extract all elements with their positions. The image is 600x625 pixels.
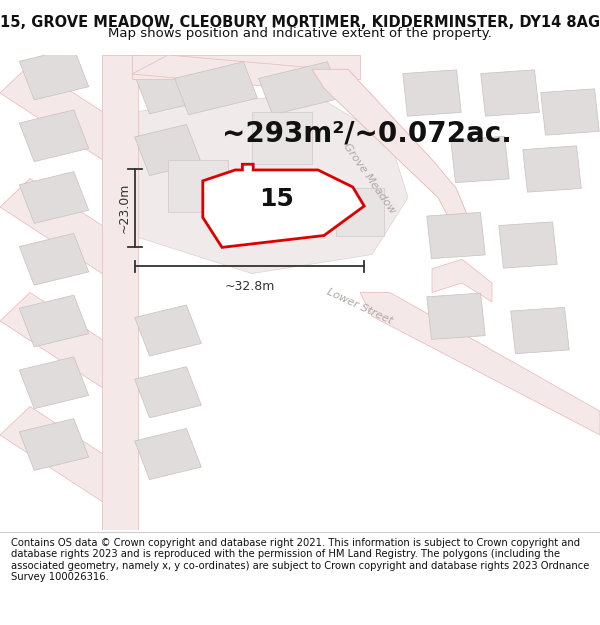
Polygon shape (134, 62, 202, 114)
Polygon shape (481, 70, 539, 116)
Polygon shape (523, 146, 581, 192)
Polygon shape (203, 164, 364, 248)
Polygon shape (19, 172, 89, 223)
Polygon shape (19, 48, 89, 100)
Polygon shape (0, 179, 132, 274)
Polygon shape (168, 159, 228, 212)
Polygon shape (132, 55, 360, 79)
Polygon shape (19, 110, 89, 162)
Polygon shape (336, 188, 384, 236)
Polygon shape (258, 179, 318, 236)
Polygon shape (175, 62, 257, 115)
Polygon shape (427, 213, 485, 259)
Polygon shape (360, 292, 600, 435)
Polygon shape (19, 295, 89, 347)
Polygon shape (312, 69, 480, 254)
Polygon shape (541, 89, 599, 135)
Polygon shape (102, 55, 138, 530)
Polygon shape (134, 367, 202, 418)
Text: Map shows position and indicative extent of the property.: Map shows position and indicative extent… (108, 27, 492, 39)
Text: Lower Street: Lower Street (326, 287, 394, 326)
Polygon shape (259, 62, 341, 115)
Polygon shape (252, 112, 312, 164)
Polygon shape (134, 124, 202, 176)
Polygon shape (451, 136, 509, 182)
Polygon shape (134, 428, 202, 479)
Polygon shape (403, 70, 461, 116)
Text: ~32.8m: ~32.8m (224, 279, 275, 292)
Polygon shape (132, 55, 330, 88)
Text: Contains OS data © Crown copyright and database right 2021. This information is : Contains OS data © Crown copyright and d… (11, 538, 589, 582)
Text: ~23.0m: ~23.0m (118, 183, 131, 233)
Polygon shape (511, 308, 569, 354)
Polygon shape (432, 259, 492, 302)
Polygon shape (19, 419, 89, 471)
Polygon shape (0, 64, 132, 159)
Text: ~293m²/~0.072ac.: ~293m²/~0.072ac. (222, 119, 512, 148)
Text: 15: 15 (259, 188, 293, 211)
Polygon shape (134, 305, 202, 356)
Text: Grove Meadow: Grove Meadow (341, 141, 397, 216)
Polygon shape (132, 93, 408, 274)
Polygon shape (0, 406, 132, 501)
Polygon shape (0, 292, 132, 388)
Polygon shape (427, 293, 485, 339)
Polygon shape (19, 233, 89, 285)
Polygon shape (499, 222, 557, 268)
Polygon shape (19, 357, 89, 409)
Text: 15, GROVE MEADOW, CLEOBURY MORTIMER, KIDDERMINSTER, DY14 8AG: 15, GROVE MEADOW, CLEOBURY MORTIMER, KID… (0, 16, 600, 31)
